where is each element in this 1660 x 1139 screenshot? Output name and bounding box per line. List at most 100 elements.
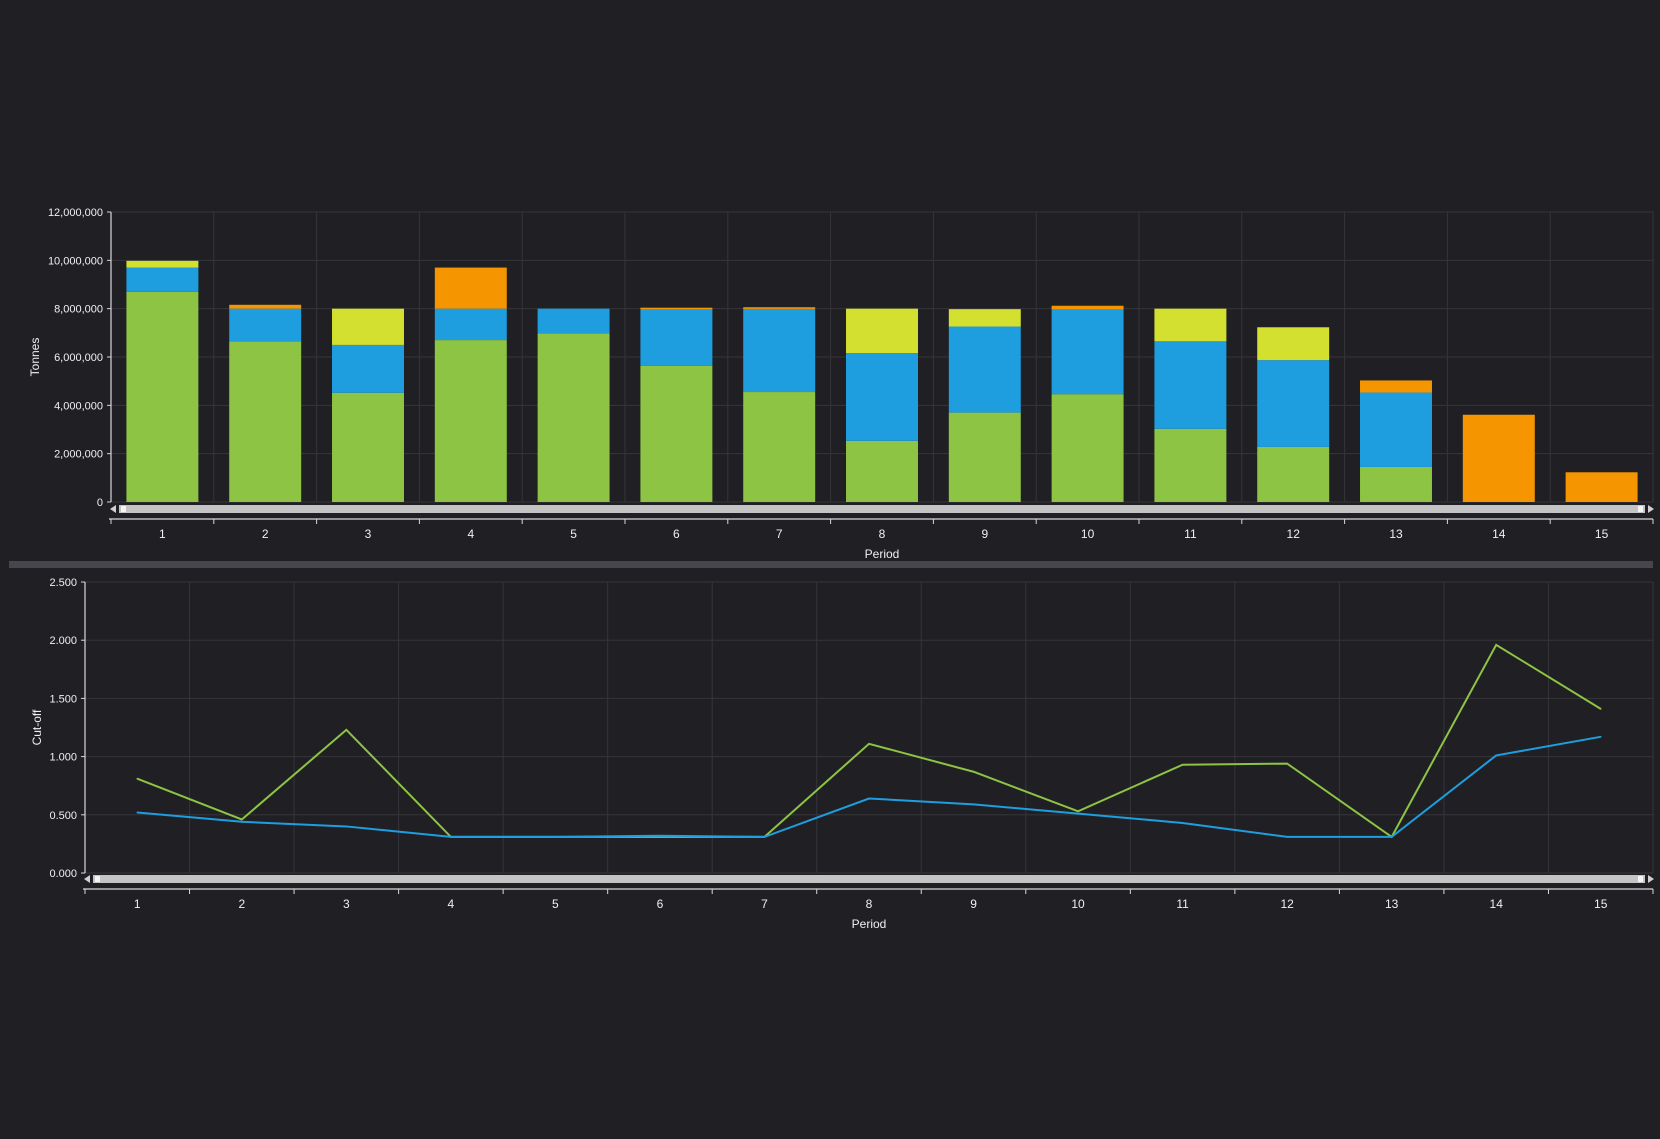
bar-x-tick-label: 6	[673, 527, 680, 541]
bar-segment	[537, 308, 610, 334]
chart-splitter[interactable]	[9, 561, 1653, 568]
bar-x-tick-label: 11	[1184, 527, 1197, 541]
bar-segment	[1154, 341, 1227, 429]
line-scroll-track[interactable]	[93, 875, 1645, 883]
line-y-tick-label: 0.500	[49, 810, 77, 822]
bar-x-tick-label: 9	[981, 527, 988, 541]
cutoff-data-point	[868, 797, 870, 800]
bar-series-group	[126, 260, 1638, 502]
bar-segment	[126, 267, 199, 292]
cutoff-data-point	[763, 836, 766, 838]
bar-segment	[1051, 309, 1124, 395]
bar-segment	[229, 308, 302, 342]
line-x-tick-label: 12	[1280, 897, 1294, 911]
bar-segment	[1051, 394, 1124, 502]
bar-segment	[229, 341, 302, 502]
bar-x-tick-label: 12	[1287, 527, 1301, 541]
bar-x-tick-label: 14	[1492, 527, 1506, 541]
cutoff-data-point	[345, 825, 348, 828]
line-x-tick-label: 8	[866, 897, 873, 911]
bar-y-tick-label: 0	[97, 497, 103, 509]
cutoff-data-point	[1599, 708, 1602, 710]
bar-segment	[537, 333, 610, 502]
bar-x-tick-label: 1	[159, 527, 166, 541]
bar-segment	[743, 308, 816, 393]
bar-y-tick-label: 10,000,000	[48, 255, 103, 267]
bar-segment	[1154, 308, 1227, 342]
scroll-left-arrow-icon[interactable]	[110, 505, 116, 513]
bar-segment	[846, 353, 918, 441]
line-horizontal-scrollbar[interactable]	[84, 875, 1654, 883]
line-gridlines	[85, 581, 1654, 874]
bar-segment	[434, 308, 507, 341]
cutoff-data-point	[972, 803, 975, 806]
bar-segment	[948, 412, 1021, 502]
bar-segment	[332, 344, 404, 393]
bar-segment	[332, 308, 404, 345]
line-y-tick-label: 0.000	[49, 868, 77, 880]
line-x-tick-label: 15	[1594, 897, 1608, 911]
cutoff-data-point	[1286, 762, 1288, 765]
line-y-tick-label: 1.500	[49, 693, 77, 705]
cutoff-data-point	[1495, 754, 1497, 757]
bar-y-tick-label: 6,000,000	[54, 352, 103, 364]
bar-segment	[1051, 305, 1124, 310]
line-scroll-handle-left[interactable]	[95, 876, 100, 882]
line-scroll-handle-right[interactable]	[1638, 876, 1643, 882]
bar-y-tick-label: 8,000,000	[54, 304, 103, 316]
line-x-tick-label: 11	[1176, 897, 1189, 911]
line-x-tick-label: 7	[761, 897, 768, 911]
bar-segment	[332, 392, 404, 502]
bar-segment	[1462, 414, 1535, 502]
bar-x-axis-title: Period	[865, 547, 900, 561]
scroll-right-arrow-icon[interactable]	[1648, 505, 1654, 513]
bar-x-tick-label: 10	[1081, 527, 1095, 541]
bar-scroll-track[interactable]	[119, 505, 1645, 513]
cutoff-data-point	[241, 818, 243, 821]
bar-x-tick-label: 7	[776, 527, 783, 541]
scroll-right-arrow-icon[interactable]	[1648, 875, 1654, 883]
cutoff-data-point	[1390, 836, 1393, 838]
bar-segment	[1360, 392, 1432, 467]
scroll-left-arrow-icon[interactable]	[84, 875, 90, 883]
bar-x-tick-label: 4	[467, 527, 474, 541]
bar-segment	[846, 308, 918, 354]
cutoff-data-point	[241, 820, 243, 823]
bar-y-tick-label: 2,000,000	[54, 449, 103, 461]
line-x-tick-label: 4	[448, 897, 455, 911]
line-x-axis-title: Period	[852, 917, 887, 931]
bar-segment	[846, 440, 918, 502]
line-x-tick-label: 14	[1490, 897, 1504, 911]
line-y-tick-label: 2.000	[49, 635, 77, 647]
bar-x-tick-label: 2	[262, 527, 269, 541]
cutoff-series-line	[137, 735, 1601, 838]
bar-segment	[743, 392, 816, 502]
bar-y-tick-label: 12,000,000	[48, 207, 103, 219]
bar-scroll-handle-left[interactable]	[121, 506, 126, 512]
tonnes-bar-chart: 0 2,000,000 4,000,000 6,000,000 8,000,000 10,…	[28, 207, 1654, 561]
line-x-tick-label: 2	[238, 897, 245, 911]
bar-horizontal-scrollbar[interactable]	[110, 505, 1654, 513]
cutoff-data-point	[1181, 822, 1184, 824]
cutoff-data-point	[450, 836, 452, 838]
bar-scroll-handle-right[interactable]	[1638, 506, 1643, 512]
cutoff-data-point	[1077, 812, 1079, 815]
bar-segment	[640, 307, 713, 310]
bar-segment	[1257, 327, 1330, 361]
bar-segment	[1360, 380, 1432, 393]
bar-segment	[1565, 472, 1638, 502]
cutoff-data-point	[1077, 810, 1079, 813]
cutoff-data-point	[972, 770, 975, 773]
bar-segment	[126, 260, 199, 268]
line-x-tick-label: 5	[552, 897, 559, 911]
cutoff-data-point	[1286, 836, 1288, 838]
cutoff-data-point	[554, 836, 557, 838]
cutoff-data-point	[1495, 644, 1497, 646]
bar-segment	[229, 304, 302, 309]
bar-x-tick-label: 5	[570, 527, 577, 541]
cutoff-data-point	[868, 742, 870, 745]
bar-x-tick-label: 13	[1389, 527, 1403, 541]
